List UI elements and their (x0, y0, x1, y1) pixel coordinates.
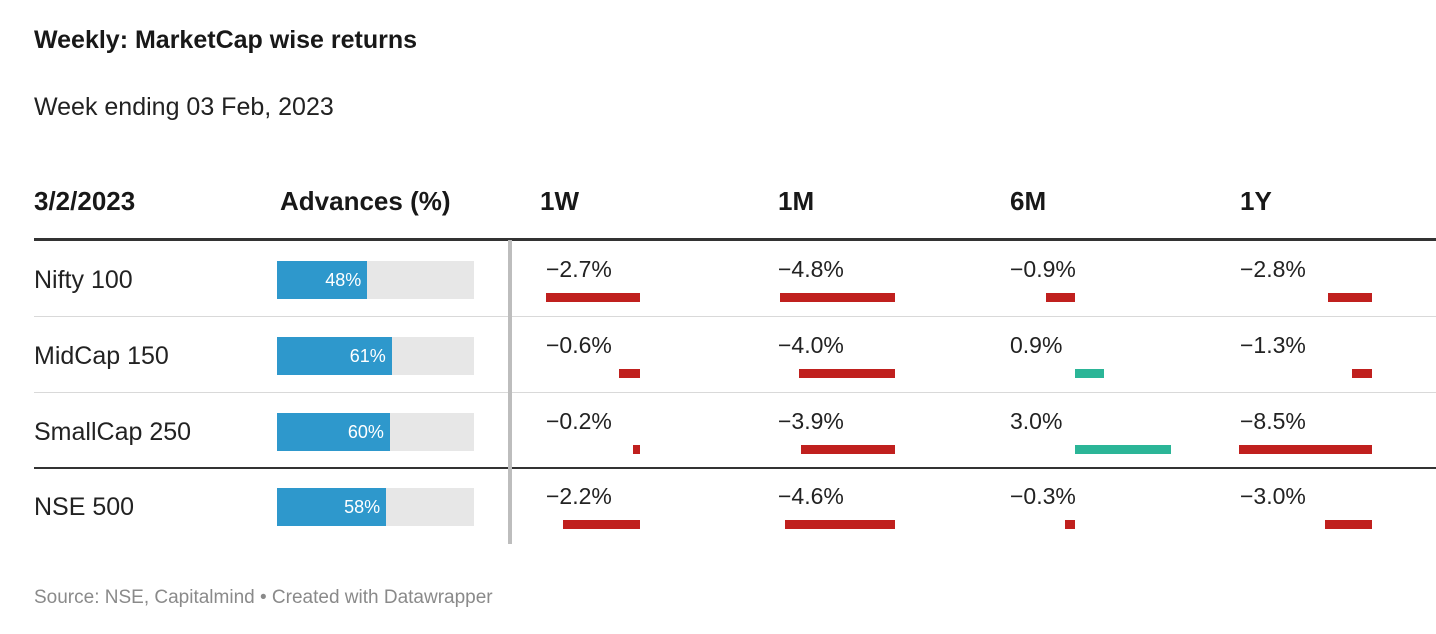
return-value: −2.2% (546, 483, 612, 509)
return-bar (633, 445, 640, 454)
row-name: NSE 500 (34, 493, 135, 521)
return-value: −2.8% (1240, 256, 1306, 282)
return-value: −4.8% (778, 256, 844, 282)
return-bar (801, 445, 895, 454)
return-value: −2.7% (546, 256, 612, 282)
return-value: −0.9% (1010, 256, 1076, 282)
source-note: Source: NSE, Capitalmind • Created with … (34, 587, 493, 608)
row-name: SmallCap 250 (34, 418, 192, 446)
return-value: −4.6% (778, 483, 844, 509)
return-bar (1325, 520, 1372, 529)
advances-bar: 58% (277, 488, 387, 526)
return-value: 0.9% (1010, 332, 1063, 358)
advances-bar-track: 48% (277, 261, 474, 299)
column-header: 1M (778, 186, 815, 216)
column-header: 1Y (1240, 186, 1272, 216)
return-bar (563, 520, 640, 529)
return-value: −0.6% (546, 332, 612, 358)
row-divider (34, 316, 1436, 317)
return-value: −8.5% (1240, 408, 1306, 434)
chart-subtitle: Week ending 03 Feb, 2023 (34, 93, 334, 121)
return-value: −4.0% (778, 332, 844, 358)
return-bar (1239, 445, 1372, 454)
return-bar (1075, 445, 1171, 454)
header-rule (34, 238, 1436, 241)
return-value: −0.2% (546, 408, 612, 434)
advances-label: 61% (349, 346, 386, 366)
advances-bar: 48% (277, 261, 368, 299)
chart-title: Weekly: MarketCap wise returns (34, 26, 418, 54)
return-bar (1065, 520, 1075, 529)
column-header: 6M (1010, 186, 1047, 216)
return-value: −1.3% (1240, 332, 1306, 358)
column-header: 3/2/2023 (34, 186, 136, 216)
row-name: MidCap 150 (34, 342, 169, 370)
advances-label: 48% (325, 270, 362, 290)
return-bar (545, 293, 640, 302)
row-name: Nifty 100 (34, 266, 133, 294)
advances-bar-track: 58% (277, 488, 474, 526)
return-bar (619, 369, 640, 378)
return-bar (799, 369, 895, 378)
return-value: −3.9% (778, 408, 844, 434)
total-divider (34, 467, 1436, 469)
return-bar (1351, 369, 1372, 378)
row-divider (34, 392, 1436, 393)
advances-bar-track: 61% (277, 337, 474, 375)
return-bar (1075, 369, 1104, 378)
advances-label: 58% (344, 497, 381, 517)
return-value: −0.3% (1010, 483, 1076, 509)
return-bar (779, 293, 895, 302)
return-value: −3.0% (1240, 483, 1306, 509)
return-bar (784, 520, 895, 529)
column-separator (508, 240, 512, 544)
return-bar (1328, 293, 1372, 302)
advances-bar: 60% (277, 413, 390, 451)
column-header: Advances (%) (280, 186, 451, 216)
advances-bar-track: 60% (277, 413, 474, 451)
advances-bar: 61% (277, 337, 392, 375)
return-value: 3.0% (1010, 408, 1063, 434)
advances-label: 60% (347, 422, 384, 442)
return-bar (1046, 293, 1075, 302)
column-header: 1W (540, 186, 579, 216)
